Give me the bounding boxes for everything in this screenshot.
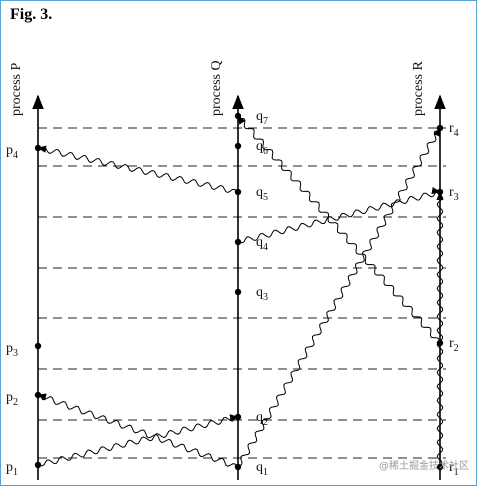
event-label-p3: p3 [6,341,18,359]
event-dot-q4 [234,238,242,246]
event-dot-r4 [436,124,444,132]
event-dot-q3 [234,288,242,296]
event-labels: p1 p2 p3 p4 q1 q2 q3 q4 q5 q6 q7 r1 r2 r3 r4 [6,109,459,478]
event-dot-q1 [234,463,242,471]
event-label-q6: q6 [256,139,268,157]
message-q5-p4 [37,145,239,194]
process-labels: process P process Q process R [9,60,426,116]
event-label-q5: q5 [256,185,268,203]
message-lines [37,115,444,468]
event-label-q4: q4 [256,235,268,253]
event-label-q2: q2 [256,410,268,428]
message-q4-r3 [237,187,441,244]
event-label-p1: p1 [6,460,18,478]
watermark: @稀土掘金技术社区 [379,461,469,472]
event-label-q7: q7 [256,109,268,127]
event-dot-p2 [34,391,42,399]
event-label-q1: q1 [256,460,268,478]
event-label-p4: p4 [6,143,18,161]
process-label-p: process P [9,63,24,116]
message-q1-r4 [237,127,441,468]
process-lines [32,94,446,480]
event-dot-r3 [436,188,444,196]
process-label-q: process Q [209,60,224,116]
message-r2-q7 [237,115,441,344]
figure-title: Fig. 3. [10,6,53,23]
event-dot-q2 [234,413,242,421]
event-label-r3: r3 [449,185,459,203]
event-dot-q5 [234,188,242,196]
event-dot-r1 [436,463,444,471]
event-dot-q7 [234,112,242,120]
event-dot-p1 [34,461,42,469]
event-dot-q6 [234,142,242,150]
event-label-r2: r2 [449,336,459,354]
event-dots [34,112,444,471]
event-label-p2: p2 [6,390,18,408]
event-label-q3: q3 [256,285,268,303]
message-p1-q2 [37,414,239,467]
message-q1-p2 [37,393,239,468]
event-label-r4: r4 [449,121,459,139]
message-r1-r3 [436,191,444,468]
event-dot-r2 [436,339,444,347]
event-label-r1: r1 [449,460,459,478]
tick-lines [38,127,446,459]
event-dot-p3 [34,342,42,350]
process-label-r: process R [411,61,426,116]
event-dot-p4 [34,144,42,152]
